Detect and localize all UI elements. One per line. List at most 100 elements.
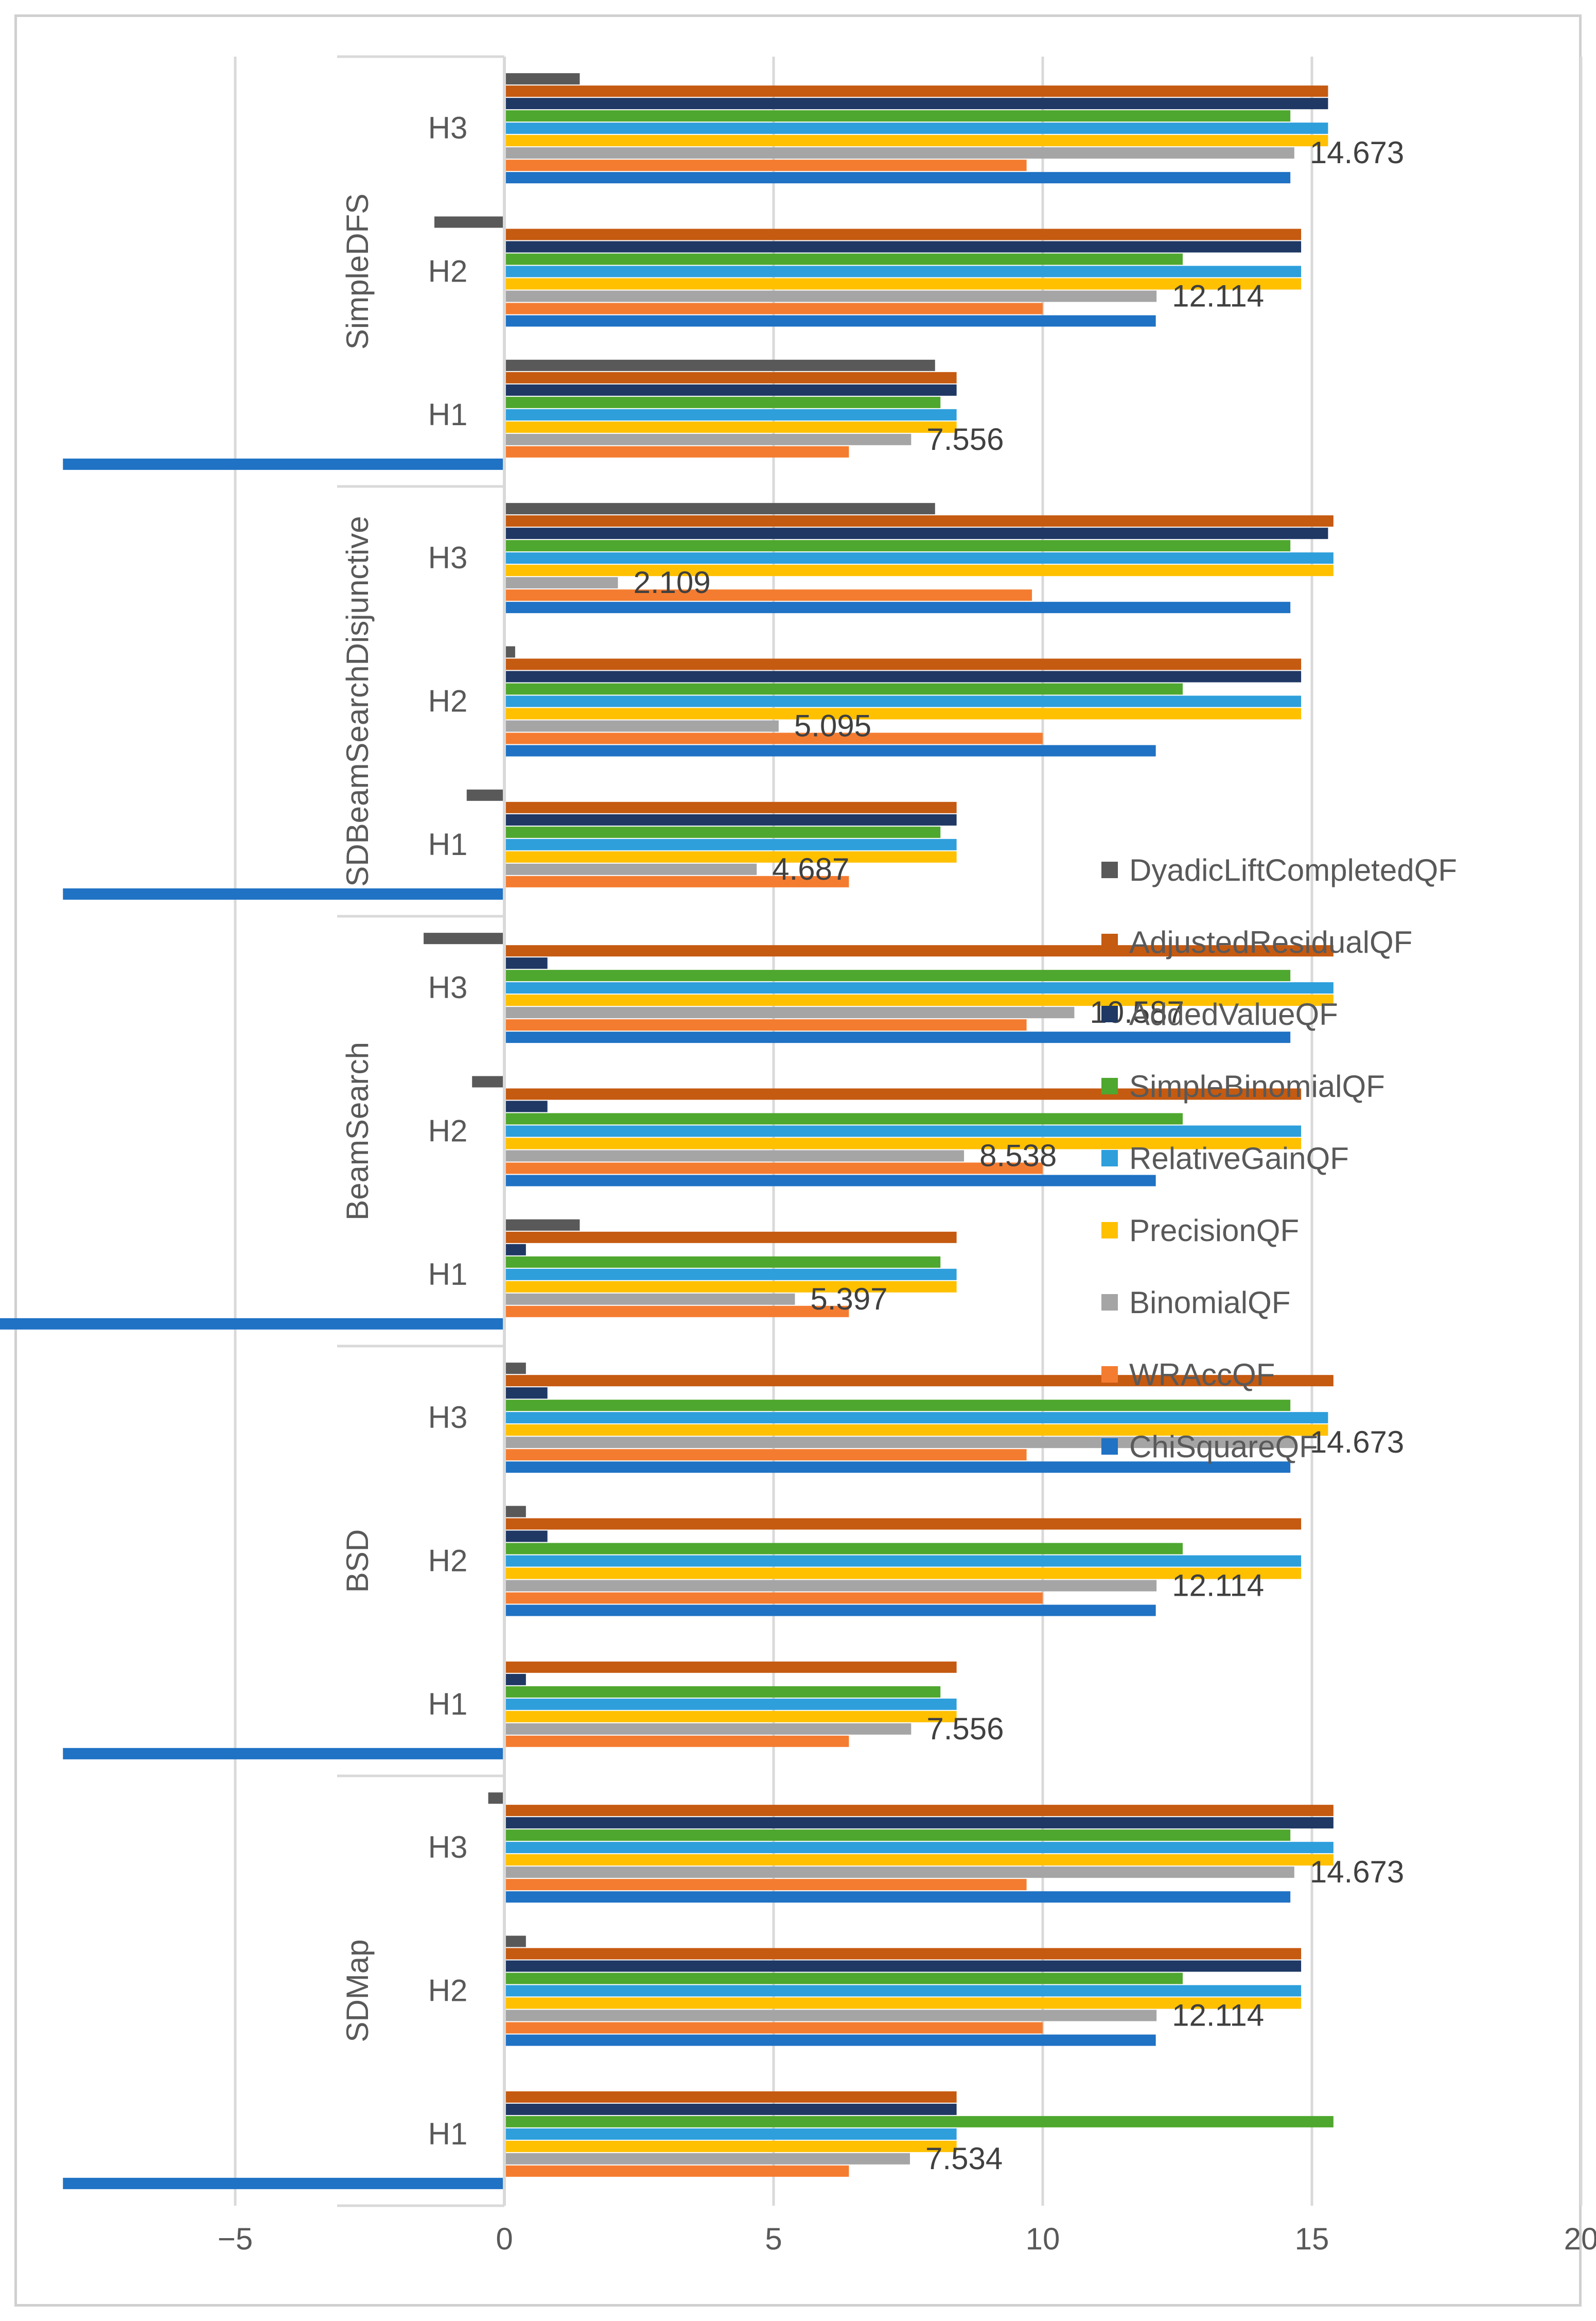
bar <box>504 565 1334 577</box>
group-label: SDBeamSearchDisjunctive <box>340 516 375 886</box>
legend-item: RelativeGainQF <box>1101 1122 1565 1194</box>
legend-label: ChiSquareQF <box>1129 1429 1318 1464</box>
bar <box>504 266 1302 277</box>
group-label: BSD <box>340 1529 375 1593</box>
bar <box>504 695 1302 707</box>
legend-item: AdjustedResidualQF <box>1101 906 1565 978</box>
legend-swatch <box>1101 862 1118 878</box>
bar <box>504 602 1291 614</box>
bar <box>504 98 1328 110</box>
bar <box>504 2022 1043 2034</box>
legend-label: SimpleBinomialQF <box>1129 1069 1385 1104</box>
bar <box>504 1305 849 1317</box>
data-label: 2.109 <box>634 565 711 600</box>
bar <box>504 2153 910 2165</box>
legend-swatch <box>1101 1438 1118 1455</box>
bar <box>504 801 957 813</box>
bar <box>504 1281 957 1293</box>
category-label: H3 <box>428 970 468 1005</box>
bar <box>504 1375 1334 1387</box>
bar <box>504 1817 1334 1829</box>
legend-item: ChiSquareQF <box>1101 1410 1565 1482</box>
bar <box>504 540 1291 552</box>
bar <box>504 290 1157 302</box>
bar <box>504 745 1156 757</box>
legend-swatch <box>1101 1150 1118 1166</box>
x-tick-label: 15 <box>1295 2222 1329 2256</box>
bar <box>504 409 957 421</box>
bar <box>63 1748 504 1759</box>
bar <box>504 1973 1183 1984</box>
x-tick-label: 5 <box>765 2222 782 2256</box>
data-label: 14.673 <box>1310 1425 1405 1459</box>
legend-swatch <box>1101 1078 1118 1094</box>
bar <box>504 2010 1157 2021</box>
bar <box>504 1150 964 1162</box>
legend-label: BinomialQF <box>1129 1285 1291 1320</box>
bar <box>504 160 1027 171</box>
bar <box>504 315 1156 327</box>
bar <box>504 110 1291 122</box>
bar <box>504 2103 957 2115</box>
bar <box>504 433 911 445</box>
bar <box>504 589 1032 601</box>
bar <box>504 1580 1157 1592</box>
bar <box>504 1567 1302 1579</box>
bar <box>63 888 504 900</box>
bar <box>504 421 957 433</box>
bar <box>504 1866 1294 1878</box>
x-tick-label: 0 <box>496 2222 513 2256</box>
bar <box>488 1792 504 1804</box>
bar <box>504 359 935 371</box>
bar <box>504 1735 849 1747</box>
data-label: 4.687 <box>772 852 849 886</box>
bar <box>504 229 1302 240</box>
bar <box>504 658 1302 670</box>
bar <box>504 278 1302 290</box>
data-label: 12.114 <box>1172 1998 1264 2033</box>
bar <box>504 1686 941 1698</box>
bar <box>504 720 779 732</box>
bar <box>504 957 548 969</box>
bar <box>504 1412 1328 1424</box>
bar <box>63 458 504 470</box>
legend-swatch <box>1101 1222 1118 1238</box>
legend-item: DyadicLiftCompletedQF <box>1101 834 1565 906</box>
bar <box>504 1948 1302 1960</box>
bar <box>504 123 1328 134</box>
legend-swatch <box>1101 934 1118 950</box>
bar <box>504 945 1334 957</box>
bar <box>504 1268 957 1280</box>
bar <box>504 241 1302 253</box>
bar <box>504 1592 1043 1604</box>
bar <box>504 994 1334 1006</box>
category-label: H1 <box>428 1257 468 1292</box>
bar <box>504 2128 957 2140</box>
data-label: 14.673 <box>1310 135 1405 170</box>
bar <box>63 2177 504 2189</box>
legend-label: AddedValueQF <box>1129 997 1338 1032</box>
bar <box>504 2034 1156 2046</box>
bar <box>504 1101 548 1112</box>
bar <box>504 646 515 658</box>
data-label: 7.556 <box>926 422 1004 457</box>
bar <box>504 1449 1027 1461</box>
bar <box>504 1363 526 1374</box>
bar <box>504 1530 548 1542</box>
bar <box>504 732 1043 744</box>
bar <box>504 1461 1291 1473</box>
bar <box>504 2091 957 2103</box>
bar <box>504 1019 1027 1031</box>
legend-item: AddedValueQF <box>1101 978 1565 1050</box>
bar <box>504 671 1302 683</box>
bar <box>504 1293 795 1305</box>
legend-swatch <box>1101 1294 1118 1311</box>
bar <box>504 73 580 85</box>
bar <box>504 372 957 383</box>
category-label: H3 <box>428 1400 468 1435</box>
bar <box>504 1506 526 1517</box>
bar <box>504 863 757 875</box>
bar <box>504 1244 526 1255</box>
bar <box>504 253 1183 265</box>
bar <box>504 1518 1302 1530</box>
